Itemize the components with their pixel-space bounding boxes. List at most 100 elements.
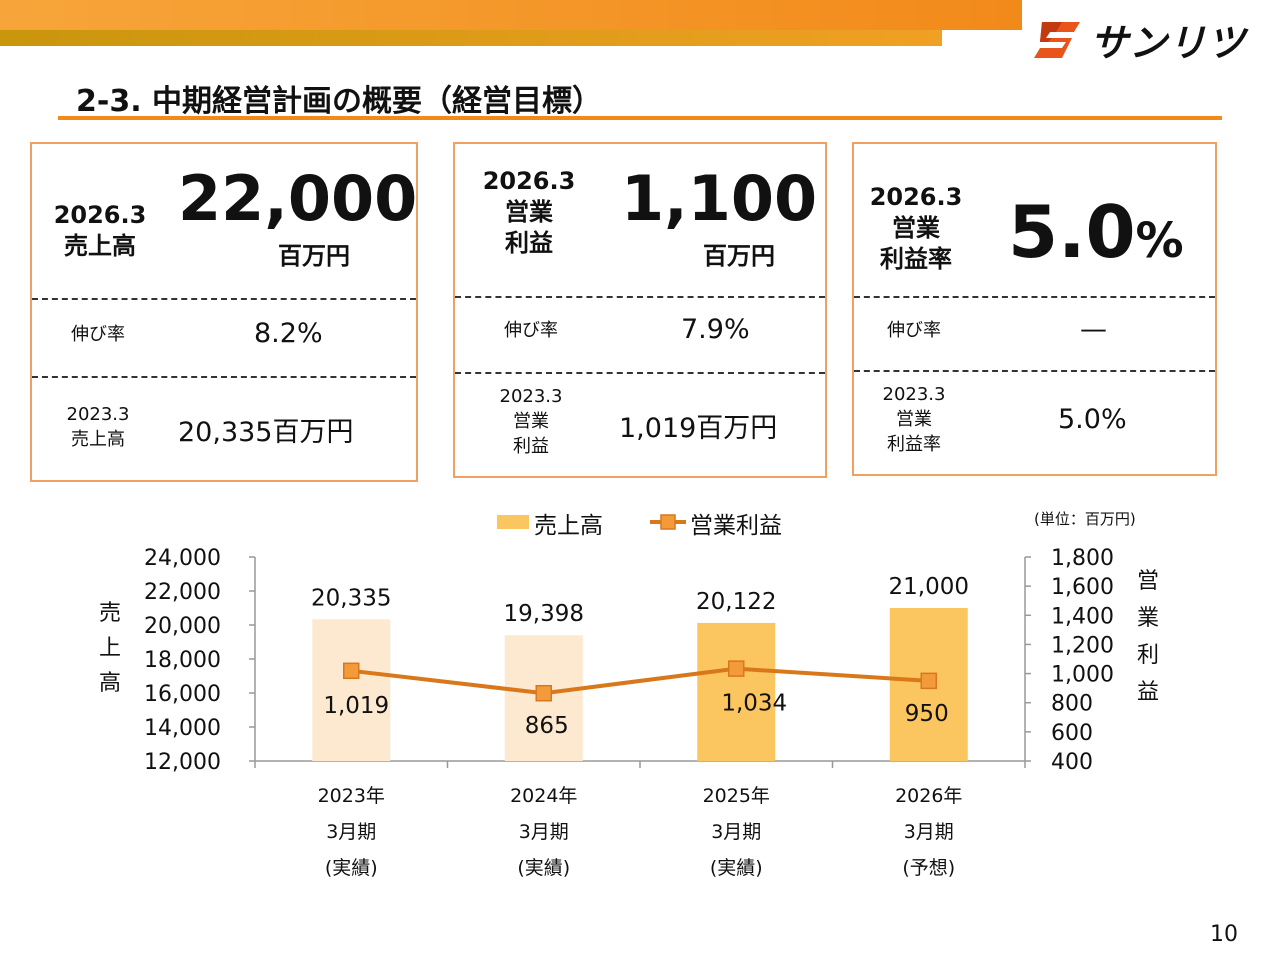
y-right-title-char: 益 <box>1137 680 1159 705</box>
target-unit: 百万円 <box>278 242 350 270</box>
y-left-tick-label: 14,000 <box>144 716 221 741</box>
x-category-label: (実績) <box>325 857 378 879</box>
target-value: 1,100 <box>621 162 818 235</box>
sales-bar <box>312 619 391 761</box>
logo-mark-icon <box>1034 21 1080 58</box>
prev-label: 2023.3 営業 利益 <box>485 384 577 460</box>
divider <box>455 296 825 298</box>
target-number: 5.0 <box>1008 190 1136 274</box>
y-left-tick-label: 16,000 <box>144 682 221 707</box>
sales-bar-label: 21,000 <box>889 574 969 600</box>
sales-profit-chart: 売上高 営業利益 (単位：百万円) 売 上 高 営 業 利 益 24,000 22… <box>99 510 1159 879</box>
legend-marker-swatch <box>660 514 676 530</box>
operating-profit-marker <box>728 660 745 677</box>
prev-value: 5.0% <box>1058 404 1127 435</box>
prev-metric: 利益 <box>513 436 549 458</box>
sales-target-card: 2026.3 売上高 22,000 百万円 伸び率 8.2% 2023.3 売上… <box>30 142 418 482</box>
divider <box>455 372 825 374</box>
x-category-label: 3月期 <box>904 821 954 843</box>
operating-profit-marker <box>920 672 937 690</box>
header-bar-bottom <box>0 30 942 46</box>
y-left-tick-label: 20,000 <box>144 614 221 639</box>
y-right-title-char: 利 <box>1137 643 1159 668</box>
sales-bar <box>697 622 776 761</box>
y-left-tick-label: 18,000 <box>144 648 221 673</box>
prev-value: 1,019百万円 <box>619 413 778 444</box>
prev-metric: 売上高 <box>71 429 125 451</box>
divider <box>32 376 416 378</box>
target-metric: 利益率 <box>880 245 952 274</box>
y-left-tick-label: 24,000 <box>144 546 221 571</box>
prev-value: 20,335百万円 <box>178 417 354 448</box>
divider <box>854 296 1215 298</box>
header-bar-top <box>0 0 1022 30</box>
y-right-title: 営 業 利 益 <box>1137 569 1159 705</box>
divider <box>32 298 416 300</box>
growth-label: 伸び率 <box>504 320 558 341</box>
y-left-tick-label: 22,000 <box>144 580 221 605</box>
y-right-tick-label: 1,000 <box>1051 663 1114 688</box>
operating-profit-line <box>351 666 929 696</box>
prev-year: 2023.3 <box>882 384 946 405</box>
legend-bar-swatch <box>497 515 529 529</box>
target-unit: 百万円 <box>703 242 775 270</box>
operating-profit-label: 1,034 <box>721 691 787 717</box>
prev-label: 2023.3 売上高 <box>50 402 146 452</box>
operating-profit-marker <box>535 684 552 702</box>
target-value: 5.0% <box>1008 190 1184 274</box>
target-label: 2026.3 営業 利益 <box>469 166 589 260</box>
operating-profit-target-card: 2026.3 営業 利益 1,100 百万円 伸び率 7.9% 2023.3 営… <box>453 142 827 478</box>
logo-text: サンリツ <box>1090 21 1247 65</box>
y-right-tick-label: 1,400 <box>1051 604 1114 629</box>
company-logo: サンリツ <box>1032 12 1246 67</box>
x-category-label: 2024年 <box>510 785 577 807</box>
prev-label: 2023.3 営業 利益率 <box>868 382 960 458</box>
x-category-label: 3月期 <box>711 821 761 843</box>
y-left-title-char: 売 <box>99 601 121 626</box>
target-label: 2026.3 営業 利益率 <box>860 182 972 276</box>
target-value: 22,000 <box>178 162 418 235</box>
y-left-title-char: 上 <box>99 636 121 661</box>
x-category-label: 2026年 <box>895 785 962 807</box>
operating-profit-label: 950 <box>905 701 949 727</box>
legend-profit-label: 営業利益 <box>690 513 782 539</box>
target-metric: 売上高 <box>64 232 136 261</box>
target-metric: 営業 <box>505 198 553 227</box>
title-underline <box>58 116 1222 120</box>
growth-label: 伸び率 <box>887 320 941 341</box>
y-right-tick-label: 800 <box>1051 692 1093 717</box>
legend-sales-label: 売上高 <box>534 513 603 539</box>
target-metric: 営業 <box>892 214 940 243</box>
y-right-tick-label: 600 <box>1051 721 1093 746</box>
y-left-tick-label: 12,000 <box>144 750 221 775</box>
operating-profit-label: 1,019 <box>323 693 389 719</box>
x-category-label: 2023年 <box>318 785 385 807</box>
x-category-label: (実績) <box>517 857 570 879</box>
y-right-tick-label: 400 <box>1051 750 1093 775</box>
x-category-label: 3月期 <box>519 821 569 843</box>
growth-value: — <box>1080 314 1107 345</box>
divider <box>854 370 1215 372</box>
growth-value: 8.2% <box>254 318 323 349</box>
prev-metric: 営業 <box>513 411 549 433</box>
target-year: 2026.3 <box>869 183 963 211</box>
operating-margin-target-card: 2026.3 営業 利益率 5.0% 伸び率 — 2023.3 営業 利益率 5… <box>852 142 1217 476</box>
y-right-title-char: 営 <box>1137 569 1159 594</box>
x-category-label: 3月期 <box>326 821 376 843</box>
x-category-label: 2025年 <box>703 785 770 807</box>
x-category-label: (予想) <box>902 857 955 879</box>
target-year: 2026.3 <box>53 201 147 229</box>
y-right-tick-label: 1,800 <box>1051 546 1114 571</box>
operating-profit-marker <box>343 662 360 680</box>
unit-note: (単位：百万円) <box>1034 510 1136 528</box>
growth-label: 伸び率 <box>71 324 125 345</box>
y-right-title-char: 業 <box>1137 606 1159 631</box>
growth-value: 7.9% <box>681 314 750 345</box>
prev-metric: 利益率 <box>887 434 941 456</box>
target-metric: 利益 <box>505 229 553 258</box>
sales-bar-label: 20,122 <box>696 589 776 615</box>
page-number: 10 <box>1210 922 1238 947</box>
sales-bar-label: 20,335 <box>311 585 391 611</box>
page-title: 2-3. 中期経営計画の概要（経営目標） <box>76 84 603 119</box>
y-left-title: 売 上 高 <box>99 601 121 696</box>
